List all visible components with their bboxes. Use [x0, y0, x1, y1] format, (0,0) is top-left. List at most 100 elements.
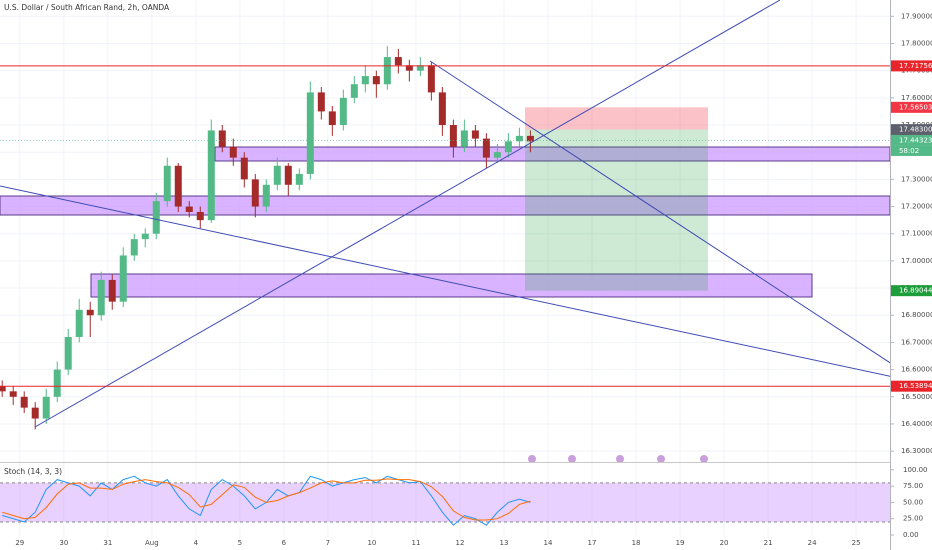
price-tag-label: 17.44323: [899, 136, 932, 144]
countdown-tag: [891, 145, 932, 156]
candle-body: [273, 165, 281, 185]
x-tick-label: 24: [808, 539, 817, 547]
event-icon: [528, 455, 536, 463]
y-tick-label: 17.30000: [901, 175, 932, 183]
x-tick-label: 14: [544, 539, 553, 547]
y-tick-label: 16.80000: [901, 311, 932, 319]
x-tick-label: 11: [411, 539, 420, 547]
trend-line: [0, 185, 899, 379]
stoch-line: [2, 478, 531, 521]
x-tick-label: 18: [632, 539, 641, 547]
event-icon: [657, 455, 665, 463]
stoch-pane: [0, 475, 890, 526]
candle-body: [64, 336, 72, 370]
price-tag: [891, 285, 932, 297]
candle-body: [427, 65, 435, 93]
candle-body: [361, 76, 369, 85]
y-tick-label: 16.30000: [901, 447, 932, 455]
grid: [0, 0, 890, 538]
candle-body: [515, 135, 523, 142]
trend-line: [429, 60, 899, 369]
candle-body: [75, 309, 83, 337]
x-tick-label: 17: [588, 539, 597, 547]
y-tick-label: 16.60000: [901, 366, 932, 374]
candle-body: [383, 57, 391, 85]
y-tick-label: 17.10000: [901, 230, 932, 238]
y-tick-label: 17.60000: [901, 94, 932, 102]
y-tick-label: 17.20000: [901, 203, 932, 211]
candle-body: [493, 152, 501, 158]
candle-body: [262, 184, 270, 207]
price-tag-label: 16.89044: [899, 287, 932, 295]
y-tick-label: 100.00: [903, 466, 928, 474]
candle-body: [471, 130, 479, 139]
axis-labels: 17.9000017.8000017.7000017.6000017.50000…: [890, 12, 932, 539]
candle-body: [350, 84, 358, 98]
candle-body: [130, 239, 138, 256]
y-tick-label: 50.00: [903, 498, 923, 506]
price-axis: [890, 0, 932, 550]
candle-body: [372, 76, 380, 85]
y-tick-label: 17.80000: [901, 39, 932, 47]
y-tick-label: 16.40000: [901, 420, 932, 428]
candle-body: [163, 165, 171, 202]
candle-body: [482, 138, 490, 158]
stoch-band: [0, 482, 890, 522]
candle-body: [251, 179, 259, 207]
candle-body: [119, 255, 127, 302]
x-tick-label: 6: [282, 539, 287, 547]
price-tag: [891, 101, 932, 113]
candle-body: [152, 201, 160, 234]
candle-body: [0, 385, 6, 392]
zone: [0, 195, 891, 216]
price-tag: [891, 380, 932, 392]
candle-body: [9, 391, 17, 397]
x-tick-label: 12: [456, 539, 465, 547]
candle-body: [328, 111, 336, 126]
candle-body: [284, 165, 292, 185]
candle-body: [97, 279, 105, 316]
x-tick-label: 13: [500, 539, 509, 547]
candle-body: [141, 233, 149, 240]
x-tick-label: 31: [103, 539, 112, 547]
candle-body: [53, 369, 61, 397]
x-tick-label: 7: [326, 539, 330, 547]
x-tick-label: Aug: [145, 539, 159, 547]
candle-body: [196, 211, 204, 221]
candle-body: [174, 165, 182, 207]
y-tick-label: 16.50000: [901, 393, 932, 401]
price-tag: [891, 60, 932, 72]
candle-body: [405, 65, 413, 71]
candle-body: [207, 130, 215, 221]
trend-line: [34, 0, 781, 428]
stop-zone: [525, 107, 708, 130]
price-tag: [891, 134, 932, 146]
y-tick-label: 0.00: [903, 531, 919, 539]
y-tick-label: 75.00: [903, 482, 923, 490]
candle-body: [449, 125, 457, 147]
candle-body: [218, 130, 226, 147]
event-icon: [568, 455, 576, 463]
x-tick-label: 20: [720, 539, 729, 547]
candle-body: [526, 135, 534, 142]
chart-title: U.S. Dollar / South African Rand, 2h, OA…: [4, 3, 170, 12]
candle-body: [295, 173, 303, 185]
candle-body: [339, 97, 347, 126]
candle-body: [240, 157, 248, 180]
candle-body: [306, 92, 314, 174]
x-tick-label: 10: [367, 539, 376, 547]
y-tick-label: 25.00: [903, 515, 923, 523]
x-tick-label: 29: [15, 539, 24, 547]
price-tag-label: 17.71756: [899, 62, 932, 70]
candle-body: [317, 92, 325, 112]
x-tick-label: 21: [764, 539, 773, 547]
candle-body: [86, 309, 94, 316]
candles: [0, 46, 534, 430]
candle-body: [108, 279, 116, 302]
candle-body: [460, 130, 468, 147]
x-tick-label: 4: [194, 539, 199, 547]
candle-body: [504, 141, 512, 153]
candle-body: [438, 92, 446, 126]
candle-body: [185, 206, 193, 212]
